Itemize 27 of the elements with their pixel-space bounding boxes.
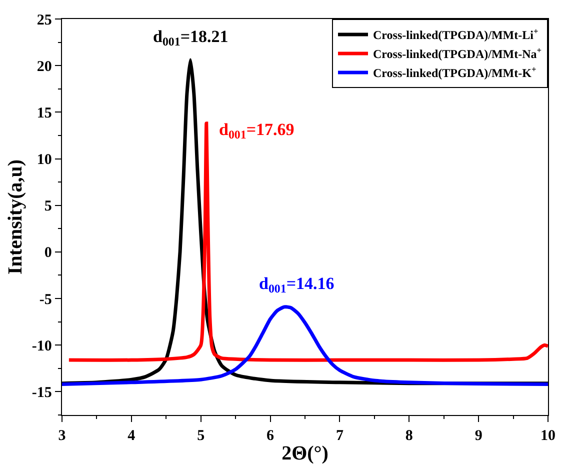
annotation: d$_{001}$=18.21 xyxy=(153,27,228,49)
line-series xyxy=(62,305,548,386)
y-tick-label: 20 xyxy=(36,58,52,75)
y-tick-label: 25 xyxy=(36,12,52,28)
y-tick-label: 15 xyxy=(36,105,52,122)
line-series xyxy=(67,122,548,362)
x-tick-label: 9 xyxy=(474,428,482,444)
x-tick-label: 10 xyxy=(540,428,556,444)
y-tick-label: 0 xyxy=(44,245,52,262)
y-tick-label: -5 xyxy=(39,292,52,308)
y-tick-label: 5 xyxy=(44,198,52,215)
x-tick-label: 6 xyxy=(266,428,275,444)
x-axis-title: 2Θ(°) xyxy=(282,442,328,465)
legend-label: Cross-linked(TPGDA)/MMt-K$^{+}$ xyxy=(373,65,536,80)
x-tick-label: 8 xyxy=(405,428,413,444)
y-tick-label: 10 xyxy=(36,152,52,168)
legend-label: Cross-linked(TPGDA)/MMt-Na$^{+}$ xyxy=(373,46,542,62)
y-tick-label: -15 xyxy=(32,384,52,401)
y-tick-label: -10 xyxy=(32,338,52,354)
x-tick-label: 7 xyxy=(336,428,344,444)
annotation: d$_{001}$=14.16 xyxy=(259,274,334,296)
annotation: d$_{001}$=17.69 xyxy=(219,120,294,142)
x-tick-label: 4 xyxy=(128,428,136,444)
x-tick-label: 3 xyxy=(58,428,66,444)
x-tick-label: 5 xyxy=(197,428,205,444)
y-axis-title: Intensity(a,u) xyxy=(4,159,26,275)
legend-label: Cross-linked(TPGDA)/MMt-Li$^{+}$ xyxy=(373,27,538,42)
